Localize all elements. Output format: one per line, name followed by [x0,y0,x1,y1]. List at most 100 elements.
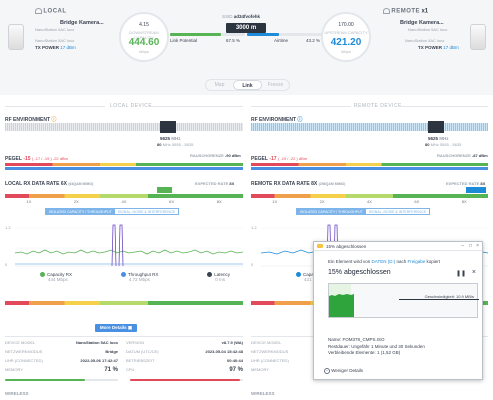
divider [398,106,488,107]
remote-freq-width: 80 [425,142,430,147]
dialog-titlebar[interactable]: 15% abgeschlossen – □ × [314,242,482,251]
local-device-info: DEVICE MODEL NanoStation 5AC loco VERSIO… [5,340,243,376]
local-signal-bar [5,167,243,170]
remote-device-name[interactable]: Bridge Kamera... [400,20,444,26]
link-potential-value: 67.5 % [226,38,241,43]
local-chart-legend: Capacity RX 444 Mbps Throughput RX 4.72 Mb… [40,272,230,282]
divider [5,106,105,107]
local-freq-unit: MHz [171,136,181,141]
remote-pegel: PEGEL -17 ( -19 / -22 ) dBm [251,156,307,162]
airtime-bar [247,33,280,36]
tab-link[interactable]: Link [233,80,262,90]
remote-toggle-signal[interactable]: SIGNAL, NOISE & INTERFERENCE [368,210,426,214]
less-details-toggle[interactable]: ^ Weniger Details [324,368,363,374]
info-icon[interactable]: ⓘ [51,117,57,123]
remote-signal-scale [251,163,488,166]
legend-capacity-value: 444 Mbps [48,277,68,283]
minimize-icon[interactable]: – [461,243,464,249]
info-key: UHR (CONNECTED) [251,358,289,363]
legend-latency-dot [207,272,213,278]
local-pegel-value: -15 [23,156,31,162]
copy-source-link[interactable]: DATEN (D:) [371,259,396,264]
remote-rf-spectrum[interactable] [251,123,488,131]
local-gauge-sub: DOWNSTREAM CAPACITY [129,30,159,40]
rate-tick: 1X [272,199,278,204]
local-device-model-2: NanoStation 5AC loco [35,38,75,43]
remote-channel-marker[interactable] [428,121,444,133]
local-device-name[interactable]: Bridge Kamera... [60,20,104,26]
local-rx-title: LOCAL RX DATA RATE 6X (64QAM MIMO) [5,181,93,187]
info-value: NanoStation 5AC loco [75,340,118,345]
local-freq: 5625 MHz [160,136,181,141]
details-icon: ▣ [127,325,133,330]
legend-throughput[interactable]: Throughput RX 4.72 Mbps [120,272,158,282]
info-key: DATUM (UTC/CE) [126,349,159,354]
divider [5,336,243,337]
local-label: LOCAL [43,8,67,15]
remote-rx-title: REMOTE RX DATA RATE 8X (256QAM MIMO) [251,181,345,187]
local-rf-spectrum[interactable] [5,123,243,131]
local-channel-marker[interactable] [160,121,176,133]
legend-capacity-dot [296,272,301,278]
more-details-button[interactable]: More Details ▣ [95,324,137,332]
remote-expected: EXPECTED RATE 8X [446,181,485,186]
tab-map[interactable]: Map [214,82,225,88]
copy-speed: Geschwindigkeit: 10.9 MB/s [424,294,474,299]
local-gauge-top: 4.15 [139,22,149,28]
info-key: NETZWERKMODUS [251,349,289,354]
local-throughput-chart[interactable] [15,220,243,270]
local-section-title: LOCAL DEVICE [110,103,153,109]
maximize-icon[interactable]: □ [468,243,472,249]
remote-toggle-capacity[interactable]: ISOLATED CAPACITY / THROUGHPUT [297,209,366,214]
dialog-heading: 15% abgeschlossen [328,269,391,276]
remote-pegel-label: PEGEL [251,156,268,162]
remote-pegel-detail: ( -19 / -22 ) dBm [277,156,308,161]
local-rate-highlight [157,187,172,193]
local-expected-value: 8X [229,181,235,186]
wifi-icon [383,8,390,14]
copy-dest-link[interactable]: Freigabe [407,259,426,264]
info-icon[interactable]: ⓘ [297,117,303,123]
local-gauge-unit: Mbps [139,49,149,54]
local-rx-title-text: LOCAL RX DATA RATE [5,181,60,187]
local-toggle-signal[interactable]: SIGNAL, NOISE & INTERFERENCE [117,210,175,214]
local-y-top: 1.2 [5,225,11,230]
dialog-title: 15% abgeschlossen [326,244,367,249]
legend-capacity-label: Capacity [303,272,321,277]
close-icon[interactable]: × [476,243,479,249]
remote-rx-mode: 8X [311,181,318,187]
remote-device-model-2: NanoStation 5AC loco [405,38,445,43]
remote-legend-capacity[interactable]: Capacity 421 Mb [296,272,321,282]
info-key: VERSION [126,340,145,345]
info-key: CPU [126,367,135,372]
local-chart-toggle: ISOLATED CAPACITY / THROUGHPUT SIGNAL, N… [45,208,179,215]
local-rate-scale [5,194,243,198]
copy-items: Verbleibende Elemente: 1 (1,52 GB) [328,350,401,355]
local-tx-label: TX POWER [35,45,60,50]
legend-latency[interactable]: Latency 0 ms [207,272,230,282]
view-tabs: Map Link Freeze [205,79,290,91]
remote-count: x1 [421,8,429,15]
copy-line-prefix: Ein Element wird von [328,259,371,264]
ssid-label: SSID [222,14,233,19]
remote-rx-mode-detail: (256QAM MIMO) [318,182,346,186]
local-y-bottom: 0 [5,262,8,267]
cancel-copy-icon[interactable]: × [471,269,476,276]
remote-device-info: DEVICE MODEL NETZWERKMODUS UHR (CONNECTE… [251,340,289,376]
tab-freeze[interactable]: Freeze [267,82,284,88]
remote-capacity-gauge: 170.00 UPSTREAM CAPACITY 421.20 Mbps [321,12,371,62]
remote-label: REMOTE [391,8,421,15]
remote-y-bottom: 0 [251,262,254,267]
info-key: DEVICE MODEL [5,340,36,345]
remote-noise: RAUSCHGRENZE -87 dBm [437,153,488,158]
rate-tick: 4X [121,199,127,204]
local-rx-mode-detail: (64QAM MIMO) [68,182,94,186]
local-toggle-capacity[interactable]: ISOLATED CAPACITY / THROUGHPUT [46,209,115,214]
pause-icon[interactable]: ❚❚ [455,271,466,277]
local-rate-ticks: 1X 2X 4X 6X 8X [5,199,243,204]
local-pegel-detail: ( -17 / -19 ) -22 dBm [31,156,68,161]
remote-label-group: REMOTE x1 [383,8,428,14]
remote-signal-bar [251,167,488,170]
remote-gauge-unit: Mbps [341,49,351,54]
legend-capacity[interactable]: Capacity RX 444 Mbps [40,272,72,282]
